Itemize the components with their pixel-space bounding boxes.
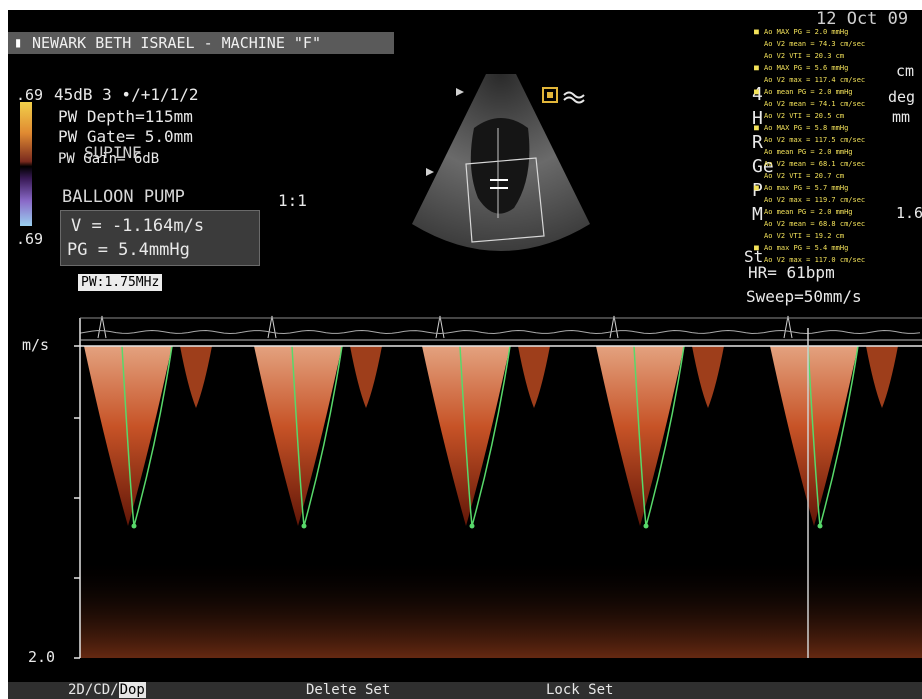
ecg-spike xyxy=(267,315,277,339)
probe-orientation-icon xyxy=(542,87,585,104)
velocity-value: V = -1.164m/s xyxy=(71,216,205,236)
header-bar: ▮ NEWARK BETH ISRAEL - MACHINE "F" xyxy=(8,32,394,54)
measurement-item: Ao V2 max = 117.0 cm/sec xyxy=(764,256,866,264)
measure-icon: ■ xyxy=(754,27,759,36)
measurement-item: Ao V2 VTI = 20.7 cm xyxy=(764,172,845,180)
envelope-trace xyxy=(633,345,685,527)
probe-frequency-label: PW:1.75MHz xyxy=(78,274,163,291)
measurement-item: Ao MAX PG = 5.8 mmHg xyxy=(764,124,849,132)
measure-icon: ■ xyxy=(754,87,759,96)
doppler-a-wave xyxy=(866,346,898,408)
pw-gate: PW Gate= 5.0mm xyxy=(58,127,193,146)
measurement-item: Ao V2 mean = 74.3 cm/sec xyxy=(764,40,866,48)
ecg-spike xyxy=(97,315,107,339)
measurement-item: Ao MAX PG = 2.0 mmHg xyxy=(764,28,849,36)
axis-unit-label: m/s xyxy=(22,336,50,354)
ultrasound-screen: ▮ NEWARK BETH ISRAEL - MACHINE "F" 12 Oc… xyxy=(8,10,922,682)
ecg-spike xyxy=(783,315,793,339)
measurement-item: Ao V2 mean = 68.1 cm/sec xyxy=(764,160,866,168)
pw-depth: PW Depth=115mm xyxy=(58,107,193,126)
partial-label-a: 4 xyxy=(752,84,763,105)
mode-selector[interactable]: 2D/CD/Dop xyxy=(68,682,146,699)
measure-icon: ■ xyxy=(754,123,759,132)
delete-set-button[interactable]: Delete Set xyxy=(306,682,391,698)
mode-active-dop[interactable]: Dop xyxy=(118,682,146,698)
ratio-label: 1:1 xyxy=(278,191,307,210)
axis-bottom-label: 2.0 xyxy=(28,648,56,666)
ecg-trace xyxy=(79,329,921,335)
partial-label-deg: deg xyxy=(888,88,916,106)
measure-icon: ■ xyxy=(754,243,759,252)
measurement-box: V = -1.164m/s PG = 5.4mmHg xyxy=(60,210,260,266)
partial-label-e: P xyxy=(752,180,763,201)
hospital-name: NEWARK BETH ISRAEL - MACHINE "F" xyxy=(32,34,321,52)
heart-rate: HR= 61bpm xyxy=(748,263,835,282)
color-scale-bar xyxy=(20,102,32,226)
measurement-item: Ao mean PG = 2.0 mmHg xyxy=(764,208,853,216)
measure-icon: ■ xyxy=(754,63,759,72)
mode-prefix: 2D/CD/ xyxy=(68,682,119,698)
trace-point xyxy=(301,523,307,529)
measurement-item: Ao V2 max = 117.5 cm/sec xyxy=(764,136,866,144)
scale-top-label: .69 xyxy=(16,86,44,104)
trace-point xyxy=(817,523,823,529)
measurement-item: Ao V2 mean = 68.8 cm/sec xyxy=(764,220,866,228)
partial-label-val: 1.6 xyxy=(896,204,922,222)
measurement-item: Ao max PG = 5.4 mmHg xyxy=(764,244,849,252)
pw-gain: PW Gain= 6dB xyxy=(58,151,160,167)
envelope-trace xyxy=(121,345,173,527)
measurement-item: Ao V2 VTI = 20.5 cm xyxy=(764,112,845,120)
measurement-item: Ao V2 max = 117.4 cm/sec xyxy=(764,76,866,84)
doppler-a-wave xyxy=(180,346,212,408)
measurement-item: Ao V2 VTI = 20.3 cm xyxy=(764,52,845,60)
bottom-menu-bar: 2D/CD/Dop Delete Set Lock Set xyxy=(8,682,922,699)
partial-label-mm: mm xyxy=(892,108,911,126)
measure-icon: ■ xyxy=(754,183,759,192)
doppler-a-wave xyxy=(692,346,724,408)
measurement-item: Ao mean PG = 2.0 mmHg xyxy=(764,88,853,96)
measurement-item: Ao max PG = 5.7 mmHg xyxy=(764,184,849,192)
gradient-value: PG = 5.4mmHg xyxy=(67,240,190,260)
envelope-trace xyxy=(807,345,859,527)
header-marker-icon: ▮ xyxy=(14,35,23,51)
supine-annotation: SUPINE xyxy=(84,143,142,162)
sector-image xyxy=(412,74,590,251)
ecg-spike xyxy=(609,315,619,339)
measurement-list: ■ Ao MAX PG = 2.0 mmHg Ao V2 mean = 74.3 … xyxy=(750,20,922,268)
date-label: 12 Oct 09 xyxy=(816,10,909,29)
measurement-item: Ao mean PG = 2.0 mmHg xyxy=(764,148,853,156)
partial-label-d: Ge xyxy=(752,156,774,177)
measurement-item: Ao V2 max = 119.7 cm/sec xyxy=(764,196,866,204)
envelope-trace xyxy=(291,345,343,527)
envelope-trace xyxy=(459,345,511,527)
doppler-a-wave xyxy=(350,346,382,408)
sweep-speed: Sweep=50mm/s xyxy=(746,287,862,306)
partial-label-b: H xyxy=(752,108,763,129)
measurement-item: Ao MAX PG = 5.6 mmHg xyxy=(764,64,849,72)
lock-set-button[interactable]: Lock Set xyxy=(546,682,614,698)
measurement-item: Ao V2 mean = 74.1 cm/sec xyxy=(764,100,866,108)
partial-label-g: St xyxy=(744,247,764,266)
trace-point xyxy=(643,523,649,529)
trace-point xyxy=(131,523,137,529)
partial-label-c: R xyxy=(752,132,763,153)
doppler-a-wave xyxy=(518,346,550,408)
measurement-item: Ao V2 VTI = 19.2 cm xyxy=(764,232,845,240)
ecg-spike xyxy=(435,315,445,339)
partial-label-f: M xyxy=(752,204,763,225)
spectrum-floor xyxy=(80,558,922,658)
partial-label-cm: cm xyxy=(896,62,915,80)
settings-line: 45dB 3 •/+1/1/2 xyxy=(54,85,199,104)
balloon-pump-annotation: BALLOON PUMP xyxy=(62,187,185,207)
scale-bottom-label: .69 xyxy=(16,230,44,248)
doppler-spectrum xyxy=(74,315,922,659)
trace-point xyxy=(469,523,475,529)
